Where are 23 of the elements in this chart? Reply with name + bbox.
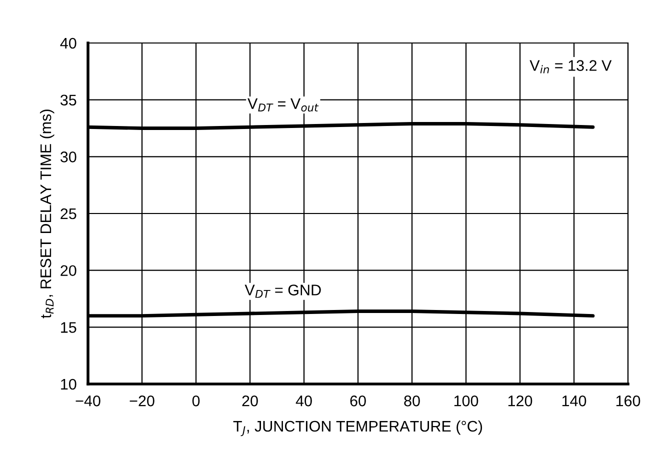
y-tick-label: 10	[61, 378, 76, 390]
x-tick-label: 40	[296, 396, 312, 406]
y-tick-label: 15	[61, 322, 76, 333]
x-tick-label: 80	[404, 396, 420, 406]
x-tick-label: 20	[242, 396, 258, 406]
x-tick-label: −20	[130, 396, 154, 406]
series-label: V$_{DT}$ = GND	[244, 284, 321, 298]
x-tick-label: 0	[192, 396, 200, 406]
x-tick-label: 160	[616, 396, 640, 406]
x-tick-label: −40	[76, 396, 100, 406]
y-tick-label: 20	[60, 265, 76, 276]
y-tick-label: 25	[60, 208, 76, 220]
x-axis-title: T$_{J}$, JUNCTION TEMPERATURE (°C)	[233, 420, 482, 436]
x-tick-label: 100	[454, 396, 478, 406]
series-label: V$_{DT}$ = V$_{out}$	[248, 98, 319, 112]
y-tick-label: 40	[60, 38, 76, 49]
y-tick-label: 30	[60, 152, 76, 162]
annotation: V$_{in}$ = 13.2 V	[530, 60, 612, 74]
x-tick-label: 140	[562, 396, 586, 406]
x-tick-label: 120	[508, 396, 532, 406]
x-tick-label: 60	[350, 396, 366, 406]
y-tick-label: 35	[60, 94, 76, 106]
y-axis-title: t$_{RD}$, RESET DELAY TIME (ms)	[40, 110, 54, 318]
